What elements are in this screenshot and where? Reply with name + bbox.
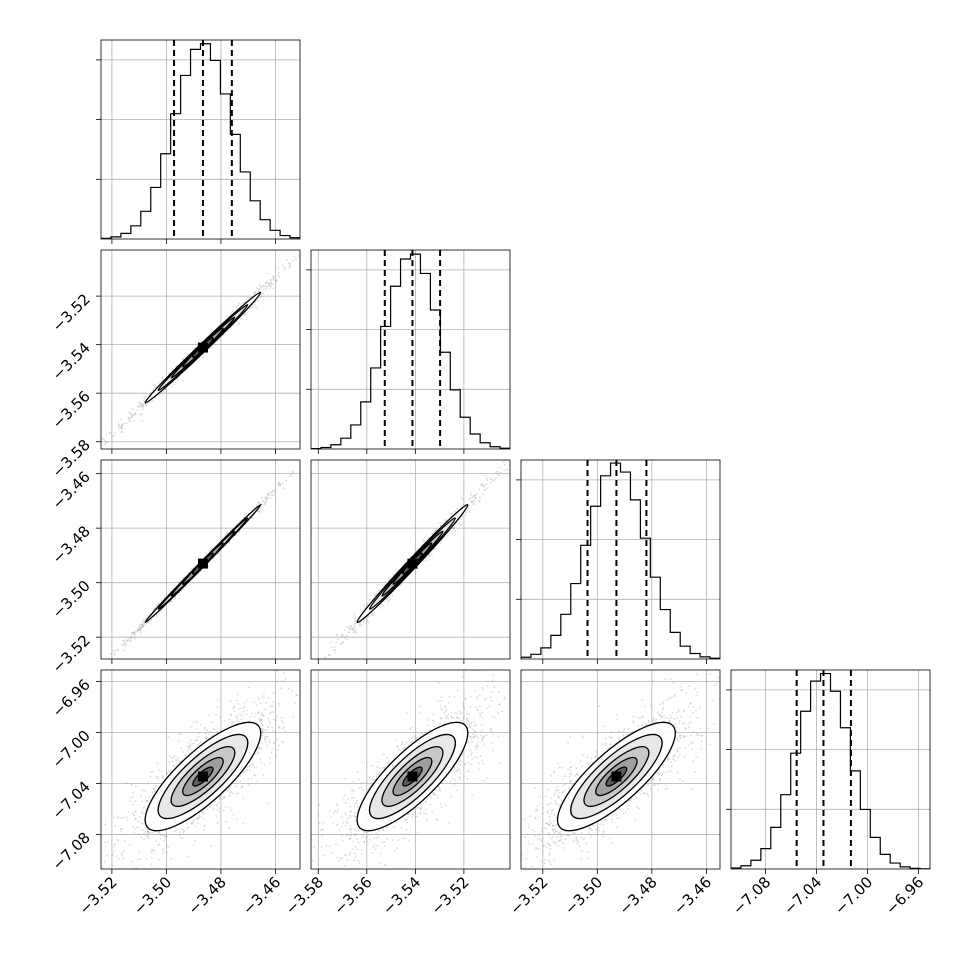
x-tick-label: −3.54 bbox=[379, 873, 424, 918]
density-peak bbox=[197, 558, 208, 569]
y-tick-label: −3.50 bbox=[49, 577, 94, 622]
density-peak bbox=[197, 771, 208, 782]
y-tick-label: −7.00 bbox=[49, 727, 94, 772]
panel-frame bbox=[310, 459, 511, 660]
panel-2-0: −3.52−3.50−3.48−3.46 bbox=[49, 459, 301, 677]
x-tick-label: −3.52 bbox=[427, 873, 472, 918]
histogram-2 bbox=[521, 462, 720, 659]
y-tick-label: −3.54 bbox=[49, 339, 94, 384]
panel-3-2: −3.52 −3.50 −3.48 −3.46 bbox=[506, 669, 721, 918]
y-tick-label: −3.56 bbox=[49, 387, 94, 432]
density-peak bbox=[197, 342, 208, 353]
y-tick-label: −3.48 bbox=[49, 522, 94, 567]
histogram-0 bbox=[101, 43, 300, 239]
x-tick-label: −3.46 bbox=[670, 873, 715, 918]
panel-frame bbox=[100, 459, 301, 660]
panel-3-3: −7.08 −7.04 −7.00 −6.96 bbox=[726, 669, 931, 918]
x-tick-label: −6.96 bbox=[882, 873, 927, 918]
density-peak bbox=[407, 558, 418, 569]
x-tick-label: −3.48 bbox=[185, 873, 230, 918]
histogram-3 bbox=[731, 672, 930, 869]
panel-2-2 bbox=[516, 459, 721, 664]
histogram-1 bbox=[311, 253, 510, 449]
density-peak bbox=[407, 771, 418, 782]
x-tick-label: −3.52 bbox=[75, 873, 120, 918]
x-tick-label: −3.48 bbox=[615, 873, 660, 918]
panel-frame bbox=[100, 669, 301, 870]
panel-frame bbox=[100, 39, 301, 240]
density-peak bbox=[611, 771, 622, 782]
x-tick-label: −3.46 bbox=[239, 873, 284, 918]
panel-1-1 bbox=[306, 249, 511, 454]
panel-frame bbox=[310, 249, 511, 450]
panel-frame bbox=[100, 249, 301, 450]
x-tick-label: −7.04 bbox=[780, 873, 825, 918]
y-tick-label: −7.04 bbox=[49, 778, 94, 823]
x-tick-label: −3.52 bbox=[506, 873, 551, 918]
x-tick-label: −7.00 bbox=[831, 873, 876, 918]
y-tick-label: −7.08 bbox=[49, 829, 94, 874]
panel-3-0: −7.08 −7.04 −7.00 −6.96 −3.52 −3.50 −3.48 −3.46 bbox=[49, 669, 301, 918]
panel-0-0 bbox=[96, 39, 301, 244]
panel-2-1 bbox=[310, 459, 511, 664]
x-tick-label: −3.56 bbox=[330, 873, 375, 918]
panel-1-0: −3.58−3.56−3.54−3.52 bbox=[49, 249, 301, 481]
y-tick-label: −6.96 bbox=[49, 676, 94, 721]
x-tick-label: −7.08 bbox=[729, 873, 774, 918]
x-tick-label: −3.50 bbox=[561, 873, 606, 918]
y-tick-label: −3.52 bbox=[49, 631, 94, 676]
panel-frame bbox=[520, 459, 721, 660]
panel-frame bbox=[520, 669, 721, 870]
x-tick-label: −3.50 bbox=[130, 873, 175, 918]
panel-3-1: −3.58 −3.56 −3.54 −3.52 bbox=[282, 669, 511, 918]
x-tick-label: −3.58 bbox=[282, 873, 327, 918]
panel-frame bbox=[730, 669, 931, 870]
panel-frame bbox=[310, 669, 511, 870]
y-tick-label: −3.52 bbox=[49, 290, 94, 335]
